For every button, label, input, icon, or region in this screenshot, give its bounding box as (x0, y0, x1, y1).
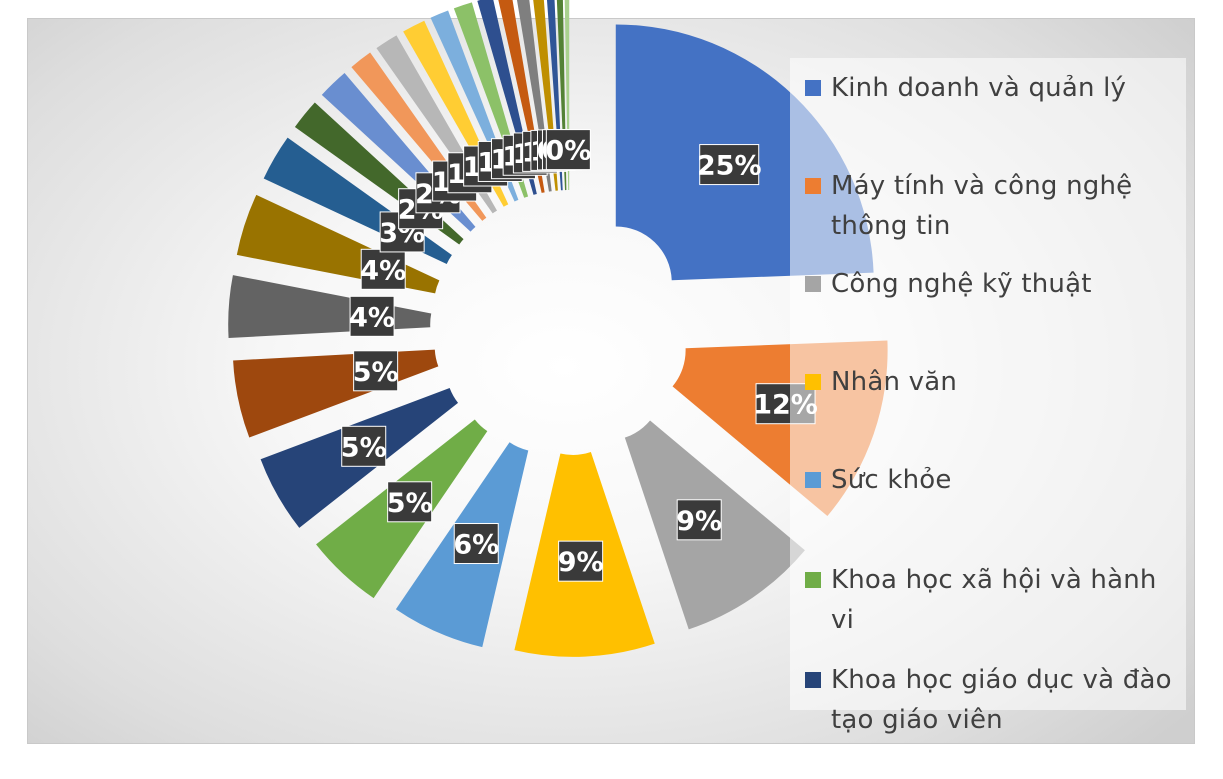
data-label-text: 4% (360, 255, 406, 286)
legend-swatch (805, 276, 821, 292)
data-label: 5% (341, 425, 387, 467)
data-label: 4% (349, 295, 395, 337)
data-label: 0% (545, 129, 591, 171)
legend-label: Công nghệ kỹ thuật (831, 269, 1092, 299)
legend-item-social-science: Khoa học xã hội và hành vi (805, 560, 1185, 640)
data-label-text: 5% (353, 357, 399, 388)
data-label-text: 9% (558, 547, 604, 578)
data-label: 5% (353, 350, 399, 392)
data-label: 25% (697, 144, 762, 186)
legend-label: Sức khỏe (831, 465, 952, 495)
legend-label: Khoa học giáo dục và đào tạo giáo viên (831, 665, 1172, 735)
data-label-text: 5% (387, 488, 433, 519)
legend-item-humanities: Nhân văn (805, 362, 1185, 402)
data-label-box (676, 499, 722, 541)
data-label-text: 4% (349, 302, 395, 333)
data-label: 6% (453, 523, 499, 565)
legend-swatch (805, 374, 821, 390)
data-label-box (353, 350, 399, 392)
data-label-text: 5% (341, 432, 387, 463)
legend-item-health: Sức khỏe (805, 460, 1185, 500)
data-label-box (545, 129, 591, 171)
data-label-box (453, 523, 499, 565)
data-label-text: 25% (697, 151, 762, 182)
legend-label: Máy tính và công nghệ thông tin (831, 171, 1133, 241)
data-label-box (341, 425, 387, 467)
legend-label: Nhân văn (831, 367, 958, 397)
data-label-text: 0% (545, 136, 591, 167)
legend-swatch (805, 178, 821, 194)
data-label: 9% (676, 499, 722, 541)
data-label-box (349, 295, 395, 337)
legend-swatch (805, 80, 821, 96)
legend-swatch (805, 472, 821, 488)
data-label-box (699, 144, 760, 186)
data-labels: 25%12%9%9%6%5%5%5%4%4%3%2%2%1%1%1%1%1%1%… (341, 129, 818, 582)
legend-item-computing: Máy tính và công nghệ thông tin (805, 166, 1185, 246)
data-label-box (387, 481, 433, 523)
legend-swatch (805, 672, 821, 688)
legend-label: Khoa học xã hội và hành vi (831, 565, 1157, 635)
data-label-text: 9% (676, 506, 722, 537)
legend-item-engineering: Công nghệ kỹ thuật (805, 264, 1185, 304)
data-label-text: 6% (453, 530, 499, 561)
legend-item-business: Kinh doanh và quản lý (805, 68, 1185, 108)
legend-swatch (805, 572, 821, 588)
data-label: 9% (558, 540, 604, 582)
legend-label: Kinh doanh và quản lý (831, 73, 1127, 103)
legend-item-education: Khoa học giáo dục và đào tạo giáo viên (805, 660, 1185, 740)
data-label: 4% (360, 248, 406, 290)
data-label-box (558, 540, 604, 582)
data-label: 5% (387, 481, 433, 523)
data-label-box (360, 248, 406, 290)
legend-panel (790, 58, 1186, 710)
